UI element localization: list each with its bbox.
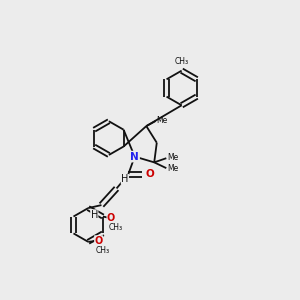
Text: N: N xyxy=(130,152,139,162)
Text: H: H xyxy=(91,210,98,220)
Text: H: H xyxy=(121,174,129,184)
Text: Me: Me xyxy=(157,116,168,125)
Text: Me: Me xyxy=(167,164,178,173)
Text: Me: Me xyxy=(167,153,178,162)
Text: O: O xyxy=(107,213,115,224)
Text: CH₃: CH₃ xyxy=(96,246,110,255)
Text: O: O xyxy=(94,236,103,246)
Text: CH₃: CH₃ xyxy=(108,224,122,232)
Text: O: O xyxy=(145,169,154,179)
Text: CH₃: CH₃ xyxy=(175,58,189,67)
